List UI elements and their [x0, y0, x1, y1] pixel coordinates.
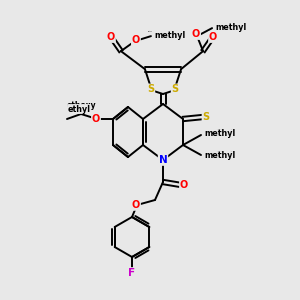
Text: S: S	[172, 84, 179, 94]
Text: O: O	[107, 32, 115, 42]
Text: methyl: methyl	[154, 31, 185, 40]
Text: O: O	[192, 29, 200, 39]
Text: methyl: methyl	[203, 130, 233, 139]
Text: methyl: methyl	[204, 130, 235, 139]
Text: N: N	[159, 155, 167, 165]
Text: O: O	[132, 200, 140, 210]
Text: F: F	[128, 268, 136, 278]
Text: O: O	[180, 180, 188, 190]
Text: methyl: methyl	[215, 22, 246, 32]
Text: O: O	[132, 35, 140, 45]
Text: methyl: methyl	[203, 152, 233, 160]
Text: ethyl: ethyl	[68, 104, 91, 113]
Text: methyl: methyl	[153, 31, 183, 40]
Text: S: S	[147, 84, 155, 94]
Text: ethoxy: ethoxy	[66, 101, 96, 110]
Text: methyl: methyl	[148, 31, 153, 32]
Text: O: O	[92, 114, 100, 124]
Text: O: O	[209, 32, 217, 42]
Text: methyl: methyl	[154, 34, 159, 35]
Text: S: S	[202, 112, 210, 122]
Text: methyl: methyl	[157, 34, 163, 36]
Text: methyl: methyl	[214, 22, 244, 32]
Text: methyl: methyl	[204, 152, 235, 160]
